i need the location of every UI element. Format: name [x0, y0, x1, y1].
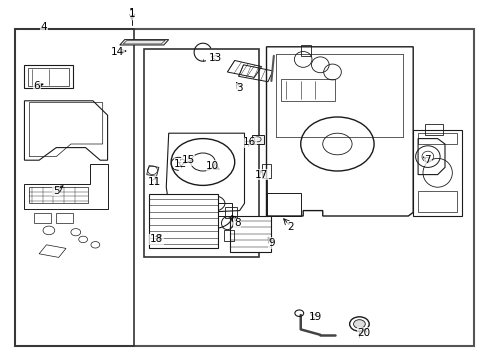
Text: 13: 13 [208, 53, 222, 63]
Text: 5: 5 [53, 186, 60, 196]
Text: 8: 8 [233, 218, 240, 228]
Text: 2: 2 [287, 222, 294, 232]
Text: 3: 3 [236, 83, 243, 93]
Bar [229, 216, 271, 252]
Bar [56, 213, 73, 223]
Text: 1: 1 [128, 8, 135, 18]
Text: 14: 14 [110, 47, 124, 57]
Bar [417, 133, 456, 144]
Bar [251, 135, 264, 144]
Text: 19: 19 [308, 312, 322, 322]
Bar [34, 213, 51, 223]
Bar [281, 79, 334, 101]
Text: 11: 11 [147, 177, 161, 187]
Bar [28, 68, 69, 86]
Text: 12: 12 [174, 159, 187, 169]
Bar [417, 191, 456, 212]
Text: 15: 15 [181, 155, 195, 165]
Bar [144, 49, 259, 257]
Text: 20: 20 [357, 328, 370, 338]
Text: 18: 18 [149, 234, 163, 244]
Bar [149, 194, 217, 248]
Bar [29, 187, 88, 203]
Text: 6: 6 [33, 81, 40, 91]
Bar [15, 29, 473, 346]
Text: 17: 17 [254, 170, 268, 180]
Text: 4: 4 [41, 22, 47, 32]
Polygon shape [120, 40, 168, 45]
Text: 9: 9 [267, 238, 274, 248]
Bar [24, 65, 73, 88]
Bar [15, 29, 134, 346]
Text: 10: 10 [206, 161, 219, 171]
Ellipse shape [353, 320, 365, 328]
Text: 7: 7 [424, 155, 430, 165]
Text: 1: 1 [128, 9, 135, 19]
Text: 16: 16 [242, 137, 256, 147]
